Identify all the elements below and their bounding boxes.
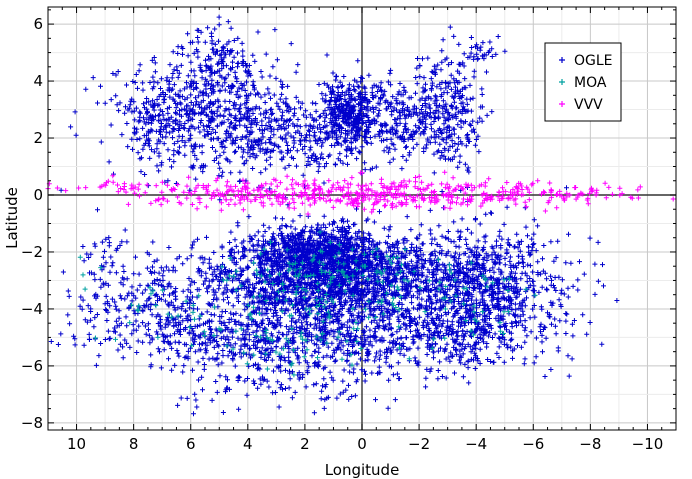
legend-marker-moa xyxy=(559,79,565,85)
y-axis-title: Latitude xyxy=(3,187,21,249)
x-tick-label: −8 xyxy=(579,435,601,453)
x-axis-title: Longitude xyxy=(325,461,400,479)
legend-label-vvv: VVV xyxy=(574,97,603,113)
x-tick-label: 4 xyxy=(243,435,253,453)
data-points xyxy=(45,14,676,417)
x-tick-label: 6 xyxy=(186,435,196,453)
y-tick-label: −6 xyxy=(21,357,43,375)
y-tick-label: −8 xyxy=(21,414,43,432)
y-tick-label: −4 xyxy=(21,300,43,318)
series-ogle xyxy=(48,14,620,417)
y-tick-label: 0 xyxy=(33,186,43,204)
legend: OGLE MOA VVV xyxy=(544,42,622,122)
legend-label-moa: MOA xyxy=(574,75,607,91)
series-moa xyxy=(77,229,538,378)
legend-marker-ogle xyxy=(559,57,565,63)
x-tick-label: −2 xyxy=(408,435,430,453)
x-tick-label: −6 xyxy=(522,435,544,453)
y-tick-label: 2 xyxy=(33,129,43,147)
y-tick-labels: −8 −6 −4 −2 0 2 4 6 xyxy=(21,15,43,432)
legend-marker-vvv xyxy=(559,101,565,107)
x-tick-label: −10 xyxy=(632,435,664,453)
legend-box xyxy=(544,42,622,122)
axis-ticks xyxy=(47,7,677,430)
series-vvv xyxy=(45,169,676,217)
point-markers-moa xyxy=(77,229,538,378)
point-markers-ogle xyxy=(48,14,620,417)
legend-label-ogle: OGLE xyxy=(574,53,613,69)
x-tick-label: −4 xyxy=(465,435,487,453)
x-tick-labels: 10 8 6 4 2 0 −2 −4 −6 −8 −10 xyxy=(67,435,663,453)
x-tick-label: 8 xyxy=(129,435,139,453)
y-tick-label: 4 xyxy=(33,72,43,90)
y-tick-label: 6 xyxy=(33,15,43,33)
y-tick-label: −2 xyxy=(21,243,43,261)
point-markers-vvv xyxy=(45,169,676,217)
x-tick-label: 10 xyxy=(67,435,86,453)
x-tick-label: 0 xyxy=(357,435,367,453)
x-tick-label: 2 xyxy=(300,435,310,453)
